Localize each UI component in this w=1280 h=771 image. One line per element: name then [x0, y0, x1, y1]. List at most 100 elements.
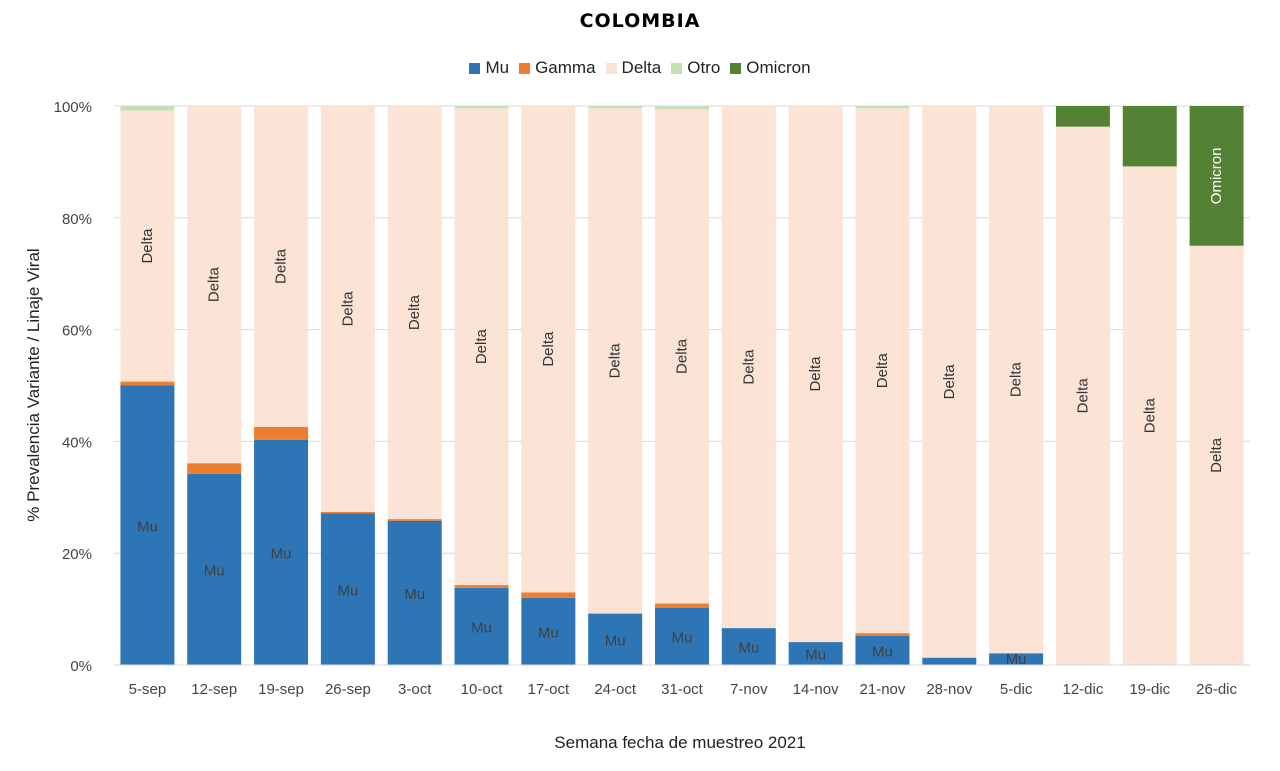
legend-label: Mu — [485, 58, 510, 77]
y-tick-label: 80% — [62, 211, 92, 228]
bar-mu-14-nov — [788, 642, 843, 665]
bar-mu-28-nov — [922, 657, 977, 665]
bar-otro-21-nov — [855, 106, 910, 109]
legend-label: Omicron — [746, 58, 811, 77]
data-label-delta: Delta — [139, 228, 156, 264]
legend-label: Otro — [687, 58, 721, 77]
legend-item-gamma: Gamma — [519, 58, 596, 78]
data-label-mu: Mu — [271, 545, 292, 562]
legend-swatch — [671, 62, 683, 74]
bar-delta-17-oct — [521, 106, 576, 593]
bar-mu-21-nov — [855, 635, 910, 665]
bar-delta-26-dic — [1189, 245, 1244, 665]
bar-delta-5-dic — [989, 106, 1044, 654]
data-label-omicron: Omicron — [1208, 148, 1225, 205]
data-label-delta: Delta — [874, 353, 891, 389]
x-tick-label: 5-dic — [1000, 681, 1033, 698]
y-axis-label: % Prevalencia Variante / Linaje Viral — [24, 248, 43, 522]
bar-mu-7-nov — [721, 628, 776, 665]
bar-mu-24-oct — [588, 613, 643, 665]
x-tick-label: 24-oct — [594, 681, 637, 698]
bar-gamma-17-oct — [521, 592, 576, 598]
legend-label: Delta — [621, 58, 662, 77]
legend-item-otro: Otro — [671, 58, 720, 78]
data-label-mu: Mu — [137, 518, 158, 535]
bar-delta-5-sep — [120, 110, 175, 382]
data-label-delta: Delta — [339, 291, 356, 327]
x-tick-label: 19-sep — [258, 681, 304, 698]
bar-omicron-19-dic — [1122, 106, 1177, 167]
x-tick-label: 26-dic — [1196, 681, 1237, 698]
bar-delta-26-sep — [320, 106, 375, 512]
bar-gamma-5-sep — [120, 381, 175, 386]
bar-mu-5-dic — [989, 653, 1044, 665]
legend-item-delta: Delta — [605, 58, 662, 78]
bar-omicron-26-dic — [1189, 106, 1244, 246]
bar-mu-31-oct — [655, 607, 709, 665]
data-label-mu: Mu — [471, 619, 492, 636]
data-label-mu: Mu — [1006, 651, 1027, 668]
x-tick-label: 28-nov — [926, 681, 972, 698]
bar-mu-26-sep — [320, 513, 375, 665]
bar-mu-10-oct — [454, 587, 509, 665]
bar-delta-10-oct — [454, 108, 509, 586]
bar-delta-7-nov — [721, 106, 776, 629]
legend-label: Gamma — [535, 58, 596, 77]
bar-gamma-3-oct — [387, 519, 442, 521]
data-label-mu: Mu — [404, 586, 425, 603]
bar-gamma-21-nov — [855, 633, 910, 636]
bar-delta-24-oct — [588, 108, 643, 614]
x-tick-label: 21-nov — [860, 681, 906, 698]
data-label-mu: Mu — [872, 643, 893, 660]
bar-delta-21-nov — [855, 108, 910, 634]
x-tick-label: 10-oct — [461, 681, 504, 698]
bar-gamma-10-oct — [454, 585, 509, 588]
data-label-delta: Delta — [406, 294, 423, 330]
bar-otro-5-sep — [120, 106, 175, 111]
chart-title: COLOMBIA — [579, 10, 701, 32]
bar-delta-31-oct — [655, 109, 709, 604]
bar-otro-31-oct — [655, 106, 709, 110]
bar-mu-12-sep — [187, 473, 242, 665]
x-tick-label: 3-oct — [398, 681, 432, 698]
y-tick-label: 40% — [62, 434, 92, 451]
bar-mu-5-sep — [120, 385, 175, 665]
data-label-delta: Delta — [674, 338, 691, 374]
data-label-delta: Delta — [1008, 361, 1025, 397]
data-label-mu: Mu — [805, 647, 826, 664]
data-label-mu: Mu — [538, 624, 559, 641]
bar-delta-3-oct — [387, 106, 442, 520]
data-label-delta: Delta — [473, 328, 490, 364]
data-label-delta: Delta — [607, 343, 624, 379]
data-label-delta: Delta — [540, 331, 557, 367]
y-tick-label: 0% — [70, 658, 92, 675]
legend-item-omicron: Omicron — [730, 58, 811, 78]
x-tick-label: 17-oct — [528, 681, 571, 698]
legend-swatch — [605, 62, 617, 74]
bar-gamma-12-sep — [187, 463, 242, 474]
bar-mu-19-sep — [254, 439, 309, 665]
x-tick-label: 5-sep — [129, 681, 167, 698]
data-label-delta: Delta — [1208, 437, 1225, 473]
bar-otro-24-oct — [588, 106, 643, 109]
legend-swatch — [519, 62, 531, 74]
data-label-delta: Delta — [941, 364, 958, 400]
data-label-mu: Mu — [738, 640, 759, 657]
data-label-delta: Delta — [1074, 378, 1091, 414]
bar-mu-3-oct — [387, 520, 442, 665]
data-label-mu: Mu — [337, 582, 358, 599]
bar-delta-19-sep — [254, 106, 309, 427]
x-axis-label: Semana fecha de muestreo 2021 — [554, 733, 806, 752]
data-label-mu: Mu — [672, 629, 693, 646]
bar-mu-17-oct — [521, 597, 576, 665]
bar-delta-19-dic — [1122, 166, 1177, 665]
bar-delta-28-nov — [922, 106, 977, 658]
bar-delta-12-sep — [187, 106, 242, 464]
data-label-mu: Mu — [605, 632, 626, 649]
bar-omicron-12-dic — [1055, 106, 1110, 127]
x-tick-label: 12-dic — [1063, 681, 1104, 698]
data-label-delta: Delta — [740, 349, 757, 385]
x-tick-label: 31-oct — [661, 681, 704, 698]
bar-gamma-31-oct — [655, 603, 709, 608]
